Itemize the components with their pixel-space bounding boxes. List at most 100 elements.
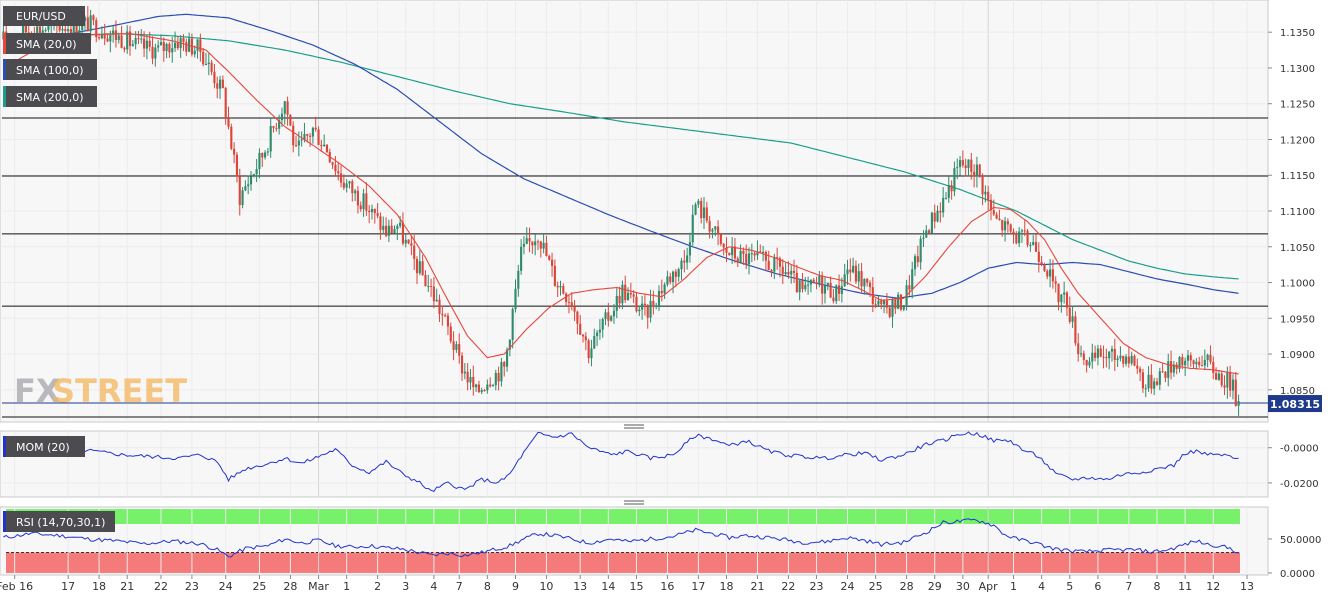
sma100-line-path (3, 13, 1239, 299)
candle (801, 272, 804, 293)
candle (1094, 345, 1097, 362)
candle (700, 197, 703, 224)
candle (1164, 371, 1167, 383)
candle (643, 294, 646, 316)
candle (604, 308, 607, 326)
candle (655, 302, 658, 310)
price-tick-label: 1.1000 (1280, 279, 1315, 290)
candle (441, 305, 444, 326)
candle (683, 249, 686, 273)
candle (145, 35, 148, 60)
candle (404, 233, 407, 248)
candle (266, 147, 269, 156)
candle (1074, 311, 1077, 346)
candle (449, 322, 452, 344)
candle (373, 208, 376, 224)
panel-splitter-handle[interactable] (624, 424, 644, 429)
candle (387, 219, 390, 242)
candle (356, 186, 359, 214)
candle (204, 52, 208, 66)
candle (593, 328, 596, 349)
candle (86, 6, 89, 32)
candle (227, 106, 230, 130)
time-tick-label: 21 (120, 580, 134, 593)
candle (626, 287, 630, 301)
candle (989, 194, 993, 221)
candle (587, 338, 590, 364)
candle (1130, 351, 1133, 366)
candle (1001, 219, 1004, 237)
rsi-tick-label: 50.0000 (1280, 535, 1321, 546)
price-tick-label: 1.1050 (1280, 243, 1315, 254)
candle (238, 168, 241, 216)
candle (846, 259, 849, 285)
time-tick-label: 18 (720, 580, 734, 593)
candle (677, 267, 680, 282)
candle (1223, 375, 1226, 396)
candle (781, 259, 784, 284)
candle (975, 156, 978, 188)
candle (860, 262, 863, 294)
candle (821, 271, 824, 305)
time-tick-label: 13 (573, 580, 587, 593)
candle (1037, 242, 1040, 273)
time-tick-label: 8 (1153, 580, 1160, 593)
candle (123, 46, 126, 53)
candle (1088, 357, 1091, 368)
candle (233, 142, 236, 164)
candle (764, 250, 767, 272)
candle (162, 37, 165, 62)
time-tick-label: 28 (900, 580, 914, 593)
candle (1234, 371, 1237, 407)
candle (1189, 352, 1192, 367)
time-tick-label: 12 (1206, 580, 1220, 593)
candle (686, 247, 689, 270)
candle (497, 366, 500, 391)
candle (883, 299, 886, 314)
candle (351, 179, 354, 202)
mom-tick-label: -0.0200 (1280, 479, 1319, 490)
candle (843, 263, 846, 287)
time-tick-label: 1 (343, 580, 350, 593)
candle (984, 185, 987, 203)
time-tick-label: 6 (1094, 580, 1101, 593)
candle (294, 135, 298, 147)
mom-color-swatch (3, 436, 6, 457)
candle (742, 247, 745, 265)
candle (477, 380, 480, 394)
candle (877, 295, 880, 306)
candle (694, 202, 697, 216)
candle (902, 305, 905, 312)
candle (421, 254, 424, 276)
candle (598, 319, 601, 340)
sma200-line-path (3, 32, 1239, 280)
candle (393, 225, 396, 234)
candle (534, 234, 537, 256)
candle (1215, 367, 1218, 381)
time-tick-label: 2 (374, 580, 381, 593)
candle (804, 276, 807, 292)
candle (596, 329, 599, 347)
candle (731, 237, 734, 264)
candle (897, 291, 900, 310)
candle (221, 75, 224, 89)
candle (576, 310, 579, 335)
candle (1077, 333, 1080, 362)
candle (570, 292, 573, 311)
panel-splitter-handle-2[interactable] (624, 500, 644, 505)
candle (939, 202, 942, 223)
candle (520, 239, 523, 275)
candle (680, 257, 683, 280)
candle (309, 132, 312, 147)
time-tick-label: 29 (928, 580, 942, 593)
sma20-line-path (3, 33, 1239, 375)
candle (126, 25, 129, 54)
candle (224, 86, 227, 125)
horizontal-levels (2, 117, 1268, 418)
candle (1040, 256, 1043, 267)
candle (365, 182, 368, 216)
candle (919, 235, 922, 270)
candle (784, 262, 787, 277)
watermark-street: STREET (52, 372, 187, 410)
rsi-grid (14, 507, 1248, 575)
